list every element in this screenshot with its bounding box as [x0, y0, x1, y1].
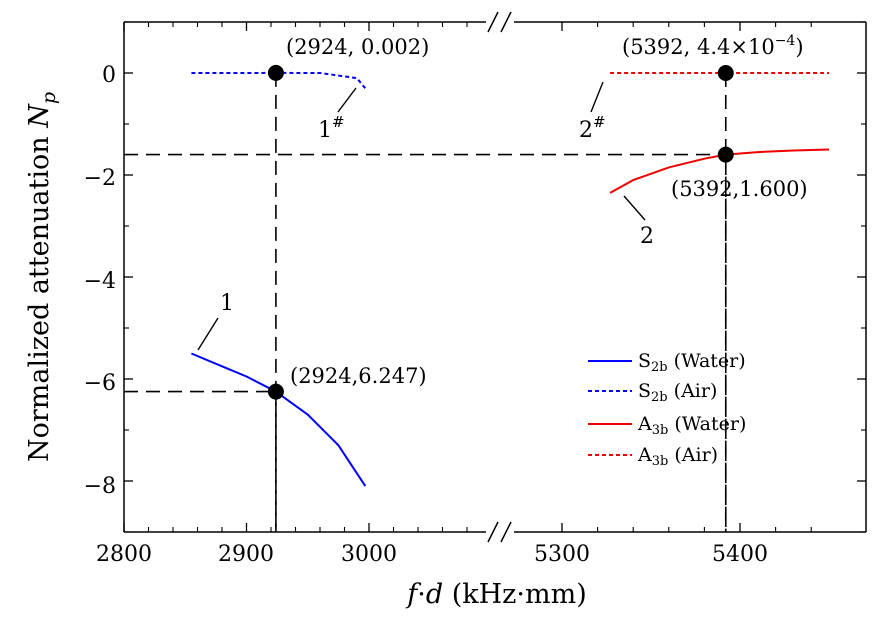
series-line-1 — [191, 71, 367, 89]
legend-label-a3b-air: A3b (Air) — [637, 444, 718, 469]
annotation-5392-water: (5392,1.600) — [671, 177, 808, 201]
leader-curve-1 — [197, 317, 219, 351]
x-tick-label-2900: 2900 — [218, 542, 274, 567]
curve-label-1: 1 — [220, 291, 234, 316]
leader-curve-1-air — [337, 87, 357, 113]
curve-label-2: 2 — [640, 224, 654, 249]
x-axis-label: f·d (kHz·mm) — [405, 579, 586, 610]
legend-entry-a3b-air: A3b (Air) — [588, 444, 718, 469]
plot-frame — [123, 21, 867, 533]
y-tick-labels: 0 −2 −4 −6 −8 — [84, 63, 116, 499]
y-tick-label-3: −6 — [84, 371, 116, 396]
y-tick-label-2: −4 — [84, 269, 116, 294]
x-tick-label-3000: 3000 — [341, 542, 397, 567]
legend-entry-a3b-water: A3b (Water) — [588, 413, 746, 438]
marker-group — [267, 64, 734, 400]
data-marker-2 — [717, 65, 734, 81]
curve-label-1-air: 1# — [318, 113, 345, 143]
x-tick-labels: 2800 2900 3000 5300 5400 — [96, 542, 768, 567]
legend-label-s2b-air: S2b (Air) — [638, 380, 717, 405]
label-leader-lines — [197, 81, 646, 351]
legend-label-a3b-water: A3b (Water) — [637, 413, 746, 438]
axis-ticks — [123, 21, 866, 533]
curve-label-2-air: 2# — [579, 113, 606, 143]
leader-curve-2 — [623, 195, 646, 221]
legend-label-s2b-water: S2b (Water) — [638, 350, 746, 375]
annotation-2924-air: (2924, 0.002) — [286, 35, 429, 59]
series-line-2 — [609, 148, 830, 194]
annotation-5392-air: (5392, 4.4×10−4) — [622, 33, 804, 59]
data-marker-0 — [267, 64, 284, 81]
x-tick-label-5300: 5300 — [534, 542, 590, 567]
axis-break-top — [486, 10, 514, 34]
y-tick-label-1: −2 — [84, 166, 116, 191]
annotation-2924-water: (2924,6.247) — [290, 364, 427, 388]
leader-curve-2-air — [590, 81, 604, 113]
data-marker-1 — [267, 383, 284, 400]
axis-break-bottom — [486, 520, 514, 544]
x-tick-label-5400: 5400 — [712, 542, 768, 567]
y-tick-label-4: −8 — [84, 474, 116, 499]
guide-lines — [124, 72, 727, 532]
data-marker-3 — [717, 146, 734, 163]
legend-entry-s2b-water: S2b (Water) — [588, 350, 746, 375]
legend-entry-s2b-air: S2b (Air) — [588, 380, 717, 405]
y-axis-label: Normalized attenuation Np — [24, 92, 60, 462]
legend: S2b (Water) S2b (Air) A3b (Water) A3b (A… — [588, 350, 746, 469]
x-tick-label-2800: 2800 — [96, 542, 152, 567]
y-tick-label-0: 0 — [102, 63, 116, 88]
